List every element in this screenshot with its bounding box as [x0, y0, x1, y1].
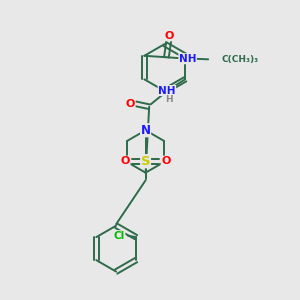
Text: C(CH₃)₃: C(CH₃)₃: [221, 55, 259, 64]
Text: O: O: [126, 99, 135, 109]
Text: N: N: [141, 124, 151, 137]
Text: H: H: [165, 95, 173, 104]
Text: Cl: Cl: [114, 231, 125, 241]
Text: O: O: [161, 156, 171, 166]
Text: O: O: [164, 31, 173, 41]
Text: NH: NH: [179, 54, 196, 64]
Text: O: O: [121, 156, 130, 166]
Text: S: S: [141, 155, 150, 168]
Text: NH: NH: [158, 85, 175, 95]
